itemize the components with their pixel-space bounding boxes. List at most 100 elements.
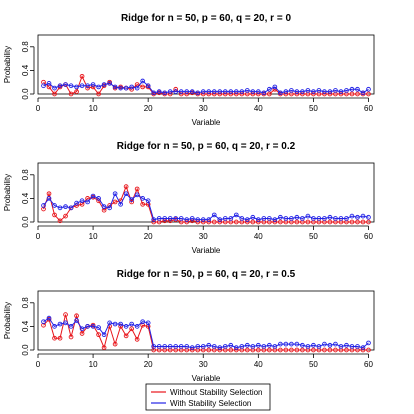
x-tick-label: 60 — [364, 360, 373, 369]
x-tick-label: 10 — [89, 360, 98, 369]
data-point — [140, 84, 146, 90]
data-point — [278, 341, 283, 347]
data-point — [123, 85, 129, 91]
data-point — [233, 345, 239, 350]
data-point — [355, 86, 360, 92]
data-point — [74, 89, 79, 94]
x-tick-label: 60 — [364, 232, 373, 241]
data-point — [327, 219, 333, 225]
data-point — [355, 219, 360, 225]
data-point — [184, 89, 190, 94]
data-point — [222, 344, 228, 349]
data-point — [206, 217, 212, 222]
data-point — [96, 84, 101, 90]
data-point — [333, 88, 338, 93]
data-point — [289, 88, 294, 93]
data-point — [57, 83, 63, 89]
data-point — [145, 83, 151, 89]
data-point — [316, 216, 322, 221]
x-tick-label: 20 — [144, 360, 153, 369]
data-point — [107, 81, 112, 86]
data-point — [140, 78, 146, 84]
data-point — [90, 324, 96, 329]
data-point — [140, 196, 146, 201]
data-point — [366, 219, 371, 225]
data-point — [46, 196, 52, 201]
x-tick-label: 0 — [36, 360, 41, 369]
x-tick-label: 0 — [36, 104, 41, 113]
data-point — [167, 89, 173, 94]
data-point — [134, 337, 140, 342]
series-with-stability — [41, 315, 371, 350]
data-point — [52, 91, 57, 97]
data-point — [74, 313, 79, 319]
data-point — [294, 214, 300, 220]
data-point — [327, 89, 333, 94]
data-point — [266, 342, 272, 348]
data-point — [195, 344, 201, 349]
data-point — [189, 345, 195, 350]
data-point — [344, 216, 349, 221]
data-point — [311, 89, 316, 94]
data-point — [311, 216, 316, 221]
data-point — [184, 217, 190, 222]
data-point — [57, 218, 63, 224]
chart-panel-1: Ridge for n = 50, p = 60, q = 20, r = 0 0… — [3, 13, 375, 127]
data-point — [233, 89, 239, 94]
data-point — [63, 213, 68, 219]
chart-title: Ridge for n = 50, p = 60, q = 20, r = 0.… — [117, 269, 296, 280]
data-point — [129, 84, 134, 90]
data-point — [366, 86, 371, 92]
y-tick-label: 0.4 — [21, 64, 30, 76]
x-tick-label: 10 — [89, 104, 98, 113]
data-point — [338, 344, 344, 349]
data-point — [250, 214, 256, 220]
data-point — [151, 90, 157, 96]
data-point — [79, 331, 85, 336]
data-point — [283, 341, 289, 347]
data-point — [250, 219, 256, 225]
data-point — [266, 347, 272, 353]
data-point — [344, 88, 349, 93]
data-point — [129, 326, 134, 332]
data-point — [107, 320, 112, 326]
data-point — [184, 344, 190, 349]
data-point — [266, 86, 272, 92]
data-point — [272, 344, 278, 349]
data-point — [118, 85, 123, 91]
data-point — [123, 333, 129, 339]
data-point — [52, 85, 57, 91]
data-point — [244, 342, 250, 348]
data-point — [305, 213, 311, 219]
data-point — [233, 219, 239, 225]
data-point — [173, 216, 179, 221]
y-tick-label: 0.8 — [21, 297, 30, 309]
data-point — [52, 212, 57, 218]
chart-panels: Ridge for n = 50, p = 60, q = 20, r = 0 0… — [3, 13, 375, 383]
data-point — [244, 88, 250, 93]
data-point — [41, 83, 46, 89]
data-point — [261, 216, 267, 221]
data-point — [85, 199, 90, 205]
data-point — [266, 91, 272, 97]
data-point — [195, 217, 201, 222]
data-point — [167, 216, 173, 221]
data-point — [206, 89, 212, 94]
y-axis-label: Probability — [3, 46, 12, 83]
data-point — [85, 83, 90, 89]
data-point — [316, 344, 322, 349]
y-tick-label: 0.8 — [21, 169, 30, 181]
data-point — [322, 216, 327, 221]
data-point — [145, 198, 151, 204]
data-point — [112, 84, 118, 90]
data-point — [355, 91, 360, 97]
y-tick-label: 0.0 — [21, 216, 30, 228]
data-point — [211, 219, 217, 225]
data-point — [178, 344, 184, 349]
data-point — [294, 347, 300, 353]
series-with-stability — [41, 191, 371, 222]
data-point — [294, 341, 300, 347]
data-point — [129, 321, 134, 327]
data-point — [140, 319, 146, 325]
y-tick-label: 0.4 — [21, 192, 30, 204]
